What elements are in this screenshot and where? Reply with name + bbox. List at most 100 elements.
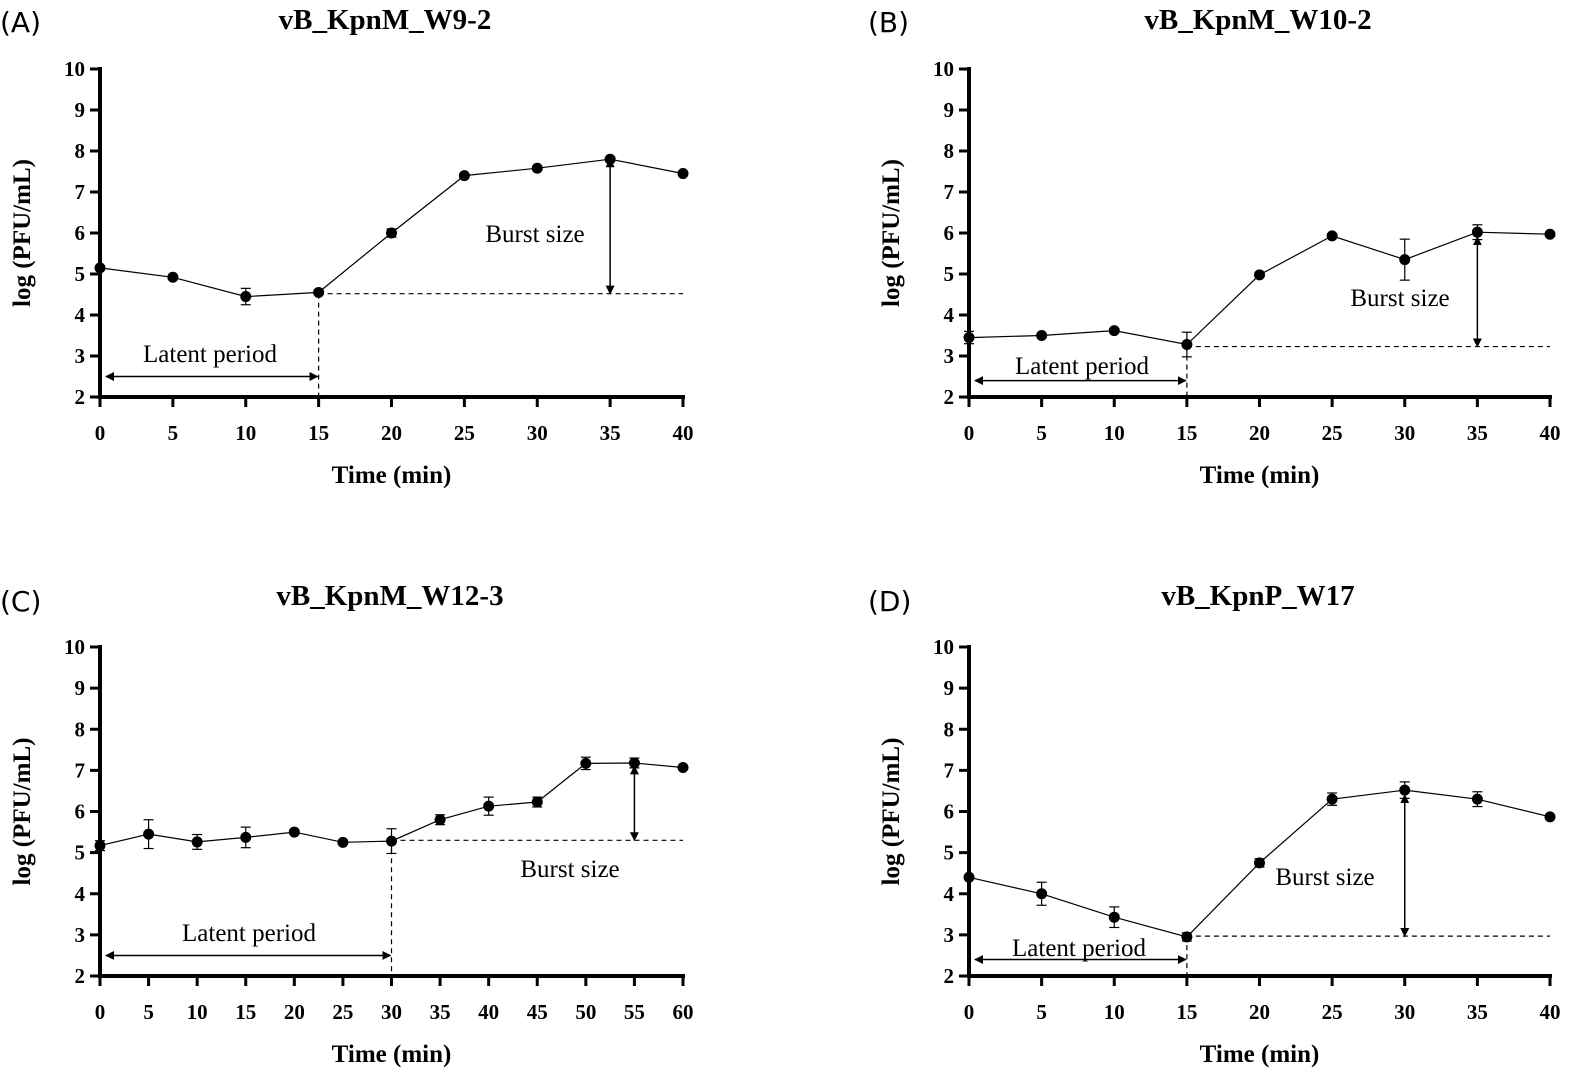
x-tick-label: 15 xyxy=(1176,1000,1197,1024)
y-tick-label: 4 xyxy=(75,303,86,327)
data-point xyxy=(1326,793,1338,805)
latent-label: Latent period xyxy=(143,341,277,368)
data-point xyxy=(1471,793,1483,805)
data-point xyxy=(677,168,689,180)
x-tick-label: 35 xyxy=(1467,421,1488,445)
panel-title: vB_KpnP_W17 xyxy=(1161,580,1354,612)
x-tick-label: 45 xyxy=(527,1000,548,1024)
x-tick-label: 5 xyxy=(143,1000,154,1024)
x-axis-label: Time (min) xyxy=(332,462,452,489)
data-point xyxy=(1544,228,1556,240)
data-point xyxy=(386,835,397,847)
x-tick-label: 25 xyxy=(1322,421,1343,445)
y-tick-label: 10 xyxy=(64,635,85,659)
data-point xyxy=(1254,269,1265,281)
y-axis-label: log (PFU/mL) xyxy=(9,159,36,307)
data-point xyxy=(1399,254,1411,266)
data-point xyxy=(1036,888,1048,900)
latent-label: Latent period xyxy=(1015,353,1149,380)
data-point xyxy=(1108,911,1120,923)
y-tick-label: 7 xyxy=(944,180,955,204)
x-tick-label: 10 xyxy=(1104,1000,1125,1024)
y-tick-label: 6 xyxy=(75,221,86,245)
data-point xyxy=(1471,226,1483,238)
data-point xyxy=(458,170,470,182)
y-tick-label: 8 xyxy=(75,139,86,163)
y-tick-label: 6 xyxy=(944,221,955,245)
y-tick-label: 8 xyxy=(75,717,86,741)
y-tick-label: 6 xyxy=(944,800,955,824)
data-point xyxy=(337,836,349,848)
y-tick-label: 9 xyxy=(944,98,955,122)
y-tick-label: 8 xyxy=(944,717,955,741)
latent-label: Latent period xyxy=(182,920,316,947)
x-tick-label: 30 xyxy=(1394,1000,1415,1024)
y-tick-label: 2 xyxy=(75,964,86,988)
x-tick-label: 30 xyxy=(527,421,548,445)
burst-label: Burst size xyxy=(485,221,584,248)
y-tick-label: 7 xyxy=(75,180,86,204)
x-tick-label: 5 xyxy=(1036,421,1047,445)
x-axis-label: Time (min) xyxy=(1200,1041,1320,1068)
data-point xyxy=(1181,339,1193,351)
x-tick-label: 0 xyxy=(95,421,106,445)
x-tick-label: 20 xyxy=(381,421,402,445)
data-point xyxy=(94,840,106,852)
y-tick-label: 5 xyxy=(75,262,86,286)
y-tick-label: 9 xyxy=(944,676,955,700)
y-axis-label: log (PFU/mL) xyxy=(9,738,36,886)
panel-letter: (D) xyxy=(868,585,911,618)
panel-title: vB_KpnM_W10-2 xyxy=(1144,4,1371,36)
x-tick-label: 20 xyxy=(284,1000,305,1024)
y-tick-label: 3 xyxy=(944,923,955,947)
panel-d: (D) vB_KpnP_W17 2 3 4 5 6 7 8 9 10 0 5 10 15 20 25 30 35 40… xyxy=(868,580,1561,1068)
panel-letter: (C) xyxy=(0,585,41,618)
x-tick-label: 55 xyxy=(624,1000,645,1024)
y-tick-label: 4 xyxy=(944,882,955,906)
data-point xyxy=(580,757,592,769)
data-point xyxy=(1108,325,1120,337)
y-tick-label: 9 xyxy=(75,98,86,122)
data-point xyxy=(531,796,543,808)
y-tick-label: 5 xyxy=(944,841,955,865)
data-point xyxy=(143,828,155,840)
x-tick-label: 30 xyxy=(381,1000,402,1024)
data-point xyxy=(240,291,252,303)
y-tick-label: 7 xyxy=(75,758,86,782)
x-tick-label: 40 xyxy=(673,421,694,445)
panel-letter: (A) xyxy=(0,6,41,39)
data-point xyxy=(386,227,397,239)
y-tick-label: 3 xyxy=(75,344,86,368)
panel-title: vB_KpnM_W12-3 xyxy=(276,580,503,612)
data-point xyxy=(1544,811,1556,823)
burst-label: Burst size xyxy=(1275,864,1374,891)
data-point xyxy=(191,836,203,848)
y-tick-label: 4 xyxy=(944,303,955,327)
y-tick-label: 2 xyxy=(75,385,86,409)
y-tick-label: 10 xyxy=(933,635,954,659)
data-point xyxy=(1254,857,1265,869)
x-tick-label: 15 xyxy=(235,1000,256,1024)
y-tick-label: 10 xyxy=(933,57,954,81)
x-tick-label: 15 xyxy=(1176,421,1197,445)
data-point xyxy=(963,332,975,344)
data-point xyxy=(1326,230,1338,242)
panel-letter: (B) xyxy=(868,6,909,39)
x-tick-label: 25 xyxy=(332,1000,353,1024)
x-tick-label: 5 xyxy=(1036,1000,1047,1024)
series-line xyxy=(968,231,1551,346)
x-tick-label: 30 xyxy=(1394,421,1415,445)
x-tick-label: 25 xyxy=(454,421,475,445)
x-tick-label: 5 xyxy=(168,421,179,445)
x-tick-label: 15 xyxy=(308,421,329,445)
x-tick-label: 0 xyxy=(964,1000,975,1024)
x-tick-label: 40 xyxy=(1540,421,1561,445)
data-point xyxy=(1181,931,1193,943)
x-tick-label: 50 xyxy=(575,1000,596,1024)
x-tick-label: 0 xyxy=(95,1000,106,1024)
data-point xyxy=(434,814,446,826)
y-tick-label: 8 xyxy=(944,139,955,163)
data-point xyxy=(963,871,975,883)
